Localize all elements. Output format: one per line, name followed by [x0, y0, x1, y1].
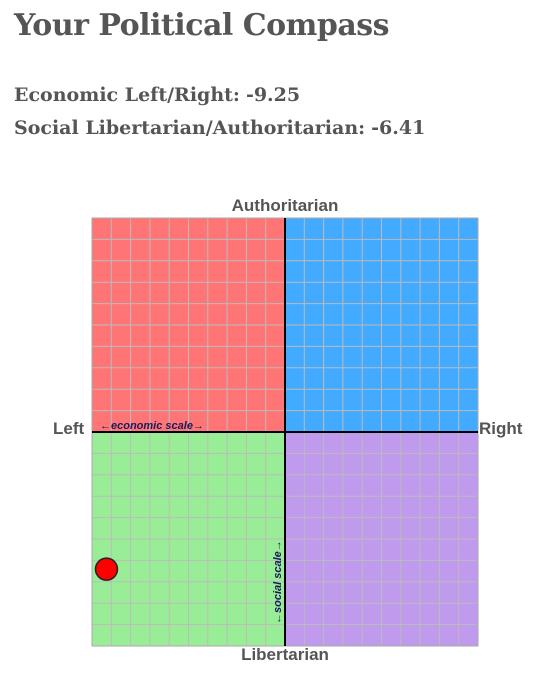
economic-score: Economic Left/Right: -9.25 [14, 84, 300, 106]
social-score: Social Libertarian/Authoritarian: -6.41 [14, 117, 425, 139]
page-title: Your Political Compass [14, 8, 390, 43]
compass-plot: ←economic scale→ ←social scale→ [91, 217, 479, 647]
social-scale-label: ←social scale→ [272, 540, 284, 624]
points-layer [94, 557, 119, 581]
axis-label-left: Left [53, 419, 85, 438]
social-score-value: -6.41 [371, 117, 426, 139]
compass-position-dot [94, 557, 119, 581]
social-score-label: Social Libertarian/Authoritarian: [14, 117, 366, 139]
economic-score-label: Economic Left/Right: [14, 84, 240, 106]
economic-score-value: -9.25 [245, 84, 301, 106]
axis-label-right: Right [479, 419, 523, 438]
axis-label-libertarian: Libertarian [241, 645, 329, 664]
economic-scale-label: ←economic scale→ [100, 420, 204, 432]
axis-label-authoritarian: Authoritarian [231, 196, 339, 215]
political-compass-chart: Authoritarian Libertarian Left Right ←ec… [0, 190, 542, 670]
